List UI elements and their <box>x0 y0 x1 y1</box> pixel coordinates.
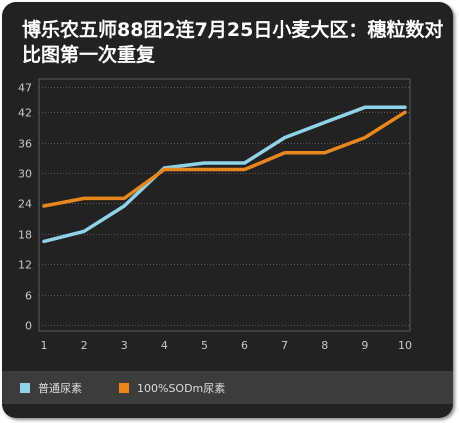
legend-swatch-series-1 <box>119 383 129 393</box>
x-tick-label-1: 2 <box>81 339 88 352</box>
legend-item-series-1[interactable]: 100%SODm尿素 <box>119 381 225 395</box>
x-tick-label-6: 7 <box>281 339 288 352</box>
x-tick-label-5: 6 <box>241 339 248 352</box>
y-tick-label-0: 0 <box>25 320 32 333</box>
x-tick-label-7: 8 <box>321 339 328 352</box>
y-tick-label-2: 12 <box>18 259 32 272</box>
y-tick-label-5: 30 <box>18 168 32 181</box>
y-tick-label-8: 47 <box>18 82 32 95</box>
x-tick-label-3: 4 <box>161 339 168 352</box>
y-tick-label-7: 42 <box>18 107 32 120</box>
plot-frame <box>38 78 411 332</box>
legend-swatch-series-0 <box>20 383 30 393</box>
chart-card: 博乐农五师88团2连7月25日小麦大区：穗粒数对比图第一次重复 0 6 12 18 24… <box>2 2 453 418</box>
x-tick-label-2: 3 <box>121 339 128 352</box>
x-tick-label-9: 10 <box>398 339 412 352</box>
legend-item-series-0[interactable]: 普通尿素 <box>20 381 82 395</box>
y-tick-label-3: 18 <box>18 229 32 242</box>
x-tick-label-0: 1 <box>41 339 48 352</box>
y-tick-label-1: 6 <box>25 290 32 303</box>
y-tick-label-4: 24 <box>18 198 32 211</box>
legend-label-series-0: 普通尿素 <box>38 382 82 395</box>
x-tick-label-4: 5 <box>201 339 208 352</box>
y-tick-label-6: 36 <box>18 138 32 151</box>
legend-label-series-1: 100%SODm尿素 <box>137 382 226 395</box>
x-tick-label-8: 9 <box>361 339 368 352</box>
series-line-1[interactable] <box>42 110 407 208</box>
legend: 普通尿素 100%SODm尿素 <box>2 371 453 404</box>
chart-title: 博乐农五师88团2连7月25日小麦大区：穗粒数对比图第一次重复 <box>22 19 444 66</box>
series-line-0[interactable] <box>42 105 407 244</box>
